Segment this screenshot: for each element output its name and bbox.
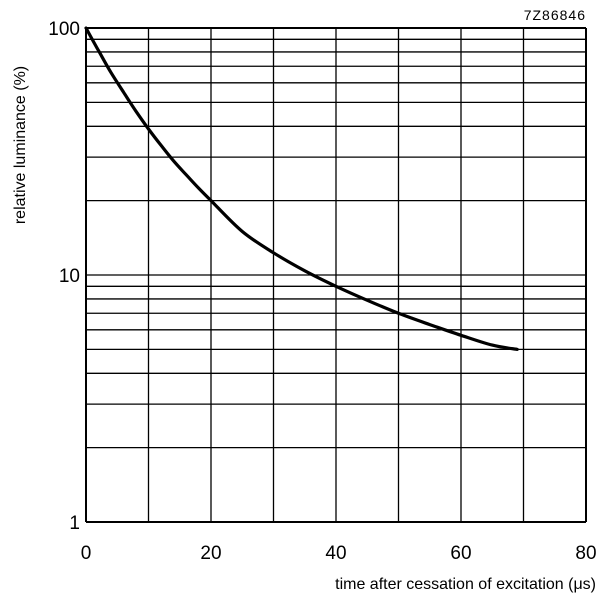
x-tick-label: 60 <box>450 543 471 564</box>
grid <box>85 27 587 523</box>
y-tick-label: 10 <box>59 266 80 287</box>
y-tick-label: 100 <box>48 19 80 40</box>
x-tick-label: 20 <box>200 543 221 564</box>
figure-code: 7Z86846 <box>524 7 586 23</box>
x-tick-label: 0 <box>81 543 92 564</box>
y-tick-label: 1 <box>69 513 80 534</box>
tick-labels: 0 20 40 60 80 1 10 100 <box>48 19 596 564</box>
x-tick-label: 40 <box>325 543 346 564</box>
x-axis-title: time after cessation of excitation (μs) <box>335 576 596 593</box>
y-axis-title: relative luminance (%) <box>12 66 29 224</box>
x-tick-label: 80 <box>575 543 596 564</box>
series-line <box>84 26 519 351</box>
series-layer <box>84 26 519 351</box>
